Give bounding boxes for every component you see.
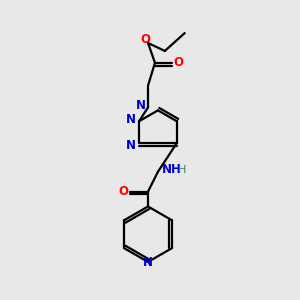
Text: N: N bbox=[126, 113, 136, 126]
Text: O: O bbox=[118, 185, 128, 198]
Text: N: N bbox=[126, 139, 136, 152]
Text: O: O bbox=[140, 32, 150, 46]
Text: N: N bbox=[143, 256, 153, 269]
Text: O: O bbox=[174, 56, 184, 69]
Text: NH: NH bbox=[162, 163, 182, 176]
Text: N: N bbox=[136, 99, 146, 112]
Text: H: H bbox=[178, 165, 186, 175]
